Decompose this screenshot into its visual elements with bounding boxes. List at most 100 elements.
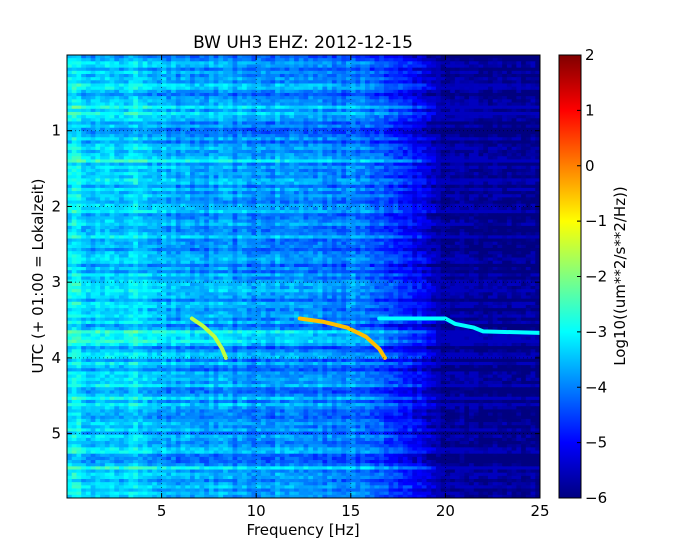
heatmap-cell bbox=[412, 124, 418, 129]
heatmap-cell bbox=[525, 55, 532, 59]
heatmap-cell bbox=[265, 130, 271, 135]
heatmap-cell bbox=[232, 55, 238, 59]
heatmap-cell bbox=[137, 121, 144, 126]
heatmap-cell bbox=[516, 86, 522, 91]
heatmap-cell bbox=[346, 99, 352, 104]
heatmap-cell bbox=[95, 89, 101, 94]
heatmap-cell bbox=[431, 70, 437, 75]
heatmap-cell bbox=[189, 86, 196, 91]
heatmap-cell bbox=[530, 92, 536, 97]
heatmap-cell bbox=[417, 99, 423, 104]
heatmap-cell bbox=[137, 80, 144, 85]
heatmap-cell bbox=[275, 73, 281, 78]
heatmap-cell bbox=[535, 121, 540, 126]
heatmap-cell bbox=[322, 118, 328, 123]
heatmap-cell bbox=[459, 105, 465, 110]
heatmap-cell bbox=[516, 127, 522, 132]
heatmap-cell bbox=[142, 89, 149, 94]
heatmap-cell bbox=[137, 96, 144, 100]
heatmap-cell bbox=[289, 108, 295, 113]
heatmap-cell bbox=[393, 99, 399, 104]
heatmap-cell bbox=[530, 99, 536, 104]
heatmap-cell bbox=[487, 134, 494, 138]
heatmap-cell bbox=[440, 115, 446, 119]
heatmap-cell bbox=[100, 127, 106, 132]
heatmap-cell bbox=[85, 134, 92, 138]
heatmap-cell bbox=[90, 102, 96, 107]
heatmap-cell bbox=[402, 121, 409, 126]
heatmap-cell bbox=[171, 99, 177, 104]
heatmap-cell bbox=[270, 115, 276, 119]
heatmap-cell bbox=[171, 140, 177, 145]
heatmap-cell bbox=[530, 127, 536, 132]
heatmap-cell bbox=[213, 143, 219, 148]
heatmap-cell bbox=[303, 77, 309, 81]
heatmap-cell bbox=[388, 115, 394, 119]
heatmap-cell bbox=[369, 86, 376, 91]
heatmap-cell bbox=[251, 124, 257, 129]
heatmap-cell bbox=[492, 127, 499, 132]
heatmap-cell bbox=[483, 124, 489, 129]
heatmap-cell bbox=[213, 140, 219, 145]
heatmap-cell bbox=[123, 102, 130, 107]
heatmap-cell bbox=[327, 92, 333, 97]
heatmap-cell bbox=[445, 55, 451, 59]
heatmap-cell bbox=[369, 134, 376, 138]
heatmap-cell bbox=[227, 105, 234, 110]
heatmap-cell bbox=[469, 67, 475, 72]
heatmap-cell bbox=[246, 102, 253, 107]
heatmap-cell bbox=[166, 64, 172, 69]
heatmap-cell bbox=[374, 64, 380, 69]
heatmap-cell bbox=[502, 92, 508, 97]
heatmap-cell bbox=[90, 77, 96, 81]
heatmap-cell bbox=[521, 143, 527, 148]
heatmap-cell bbox=[464, 96, 470, 100]
heatmap-cell bbox=[388, 118, 394, 123]
heatmap-cell bbox=[346, 77, 352, 81]
heatmap-cell bbox=[327, 96, 333, 100]
heatmap-cell bbox=[374, 83, 380, 88]
heatmap-cell bbox=[128, 140, 134, 145]
heatmap-cell bbox=[303, 92, 309, 97]
heatmap-cell bbox=[312, 58, 319, 62]
heatmap-cell bbox=[364, 137, 371, 142]
heatmap-cell bbox=[464, 127, 470, 132]
heatmap-cell bbox=[265, 83, 271, 88]
heatmap-cell bbox=[322, 55, 328, 59]
heatmap-cell bbox=[341, 140, 347, 145]
heatmap-cell bbox=[464, 89, 470, 94]
heatmap-cell bbox=[383, 92, 390, 97]
heatmap-cell bbox=[450, 137, 456, 142]
heatmap-cell bbox=[469, 105, 475, 110]
heatmap-cell bbox=[227, 67, 234, 72]
heatmap-cell bbox=[109, 140, 115, 145]
heatmap-cell bbox=[525, 77, 532, 81]
heatmap-cell bbox=[511, 111, 517, 116]
heatmap-cell bbox=[237, 80, 243, 85]
heatmap-cell bbox=[445, 121, 451, 126]
heatmap-cell bbox=[322, 80, 328, 85]
heatmap-cell bbox=[478, 55, 484, 59]
heatmap-cell bbox=[350, 61, 357, 66]
heatmap-cell bbox=[294, 70, 300, 75]
heatmap-cell bbox=[506, 134, 513, 138]
heatmap-cell bbox=[133, 127, 139, 132]
heatmap-cell bbox=[521, 92, 527, 97]
heatmap-cell bbox=[204, 83, 210, 88]
heatmap-cell bbox=[308, 118, 314, 123]
heatmap-cell bbox=[128, 143, 134, 148]
heatmap-cell bbox=[393, 137, 399, 142]
heatmap-cell bbox=[379, 67, 385, 72]
heatmap-cell bbox=[516, 134, 522, 138]
heatmap-cell bbox=[67, 137, 73, 142]
heatmap-cell bbox=[431, 96, 437, 100]
heatmap-cell bbox=[156, 92, 163, 97]
heatmap-cell bbox=[213, 80, 219, 85]
heatmap-cell bbox=[166, 108, 172, 113]
heatmap-cell bbox=[478, 130, 484, 135]
heatmap-cell bbox=[161, 121, 167, 126]
heatmap-cell bbox=[185, 118, 191, 123]
heatmap-cell bbox=[383, 86, 390, 91]
heatmap-cell bbox=[100, 130, 106, 135]
heatmap-cell bbox=[407, 111, 413, 116]
